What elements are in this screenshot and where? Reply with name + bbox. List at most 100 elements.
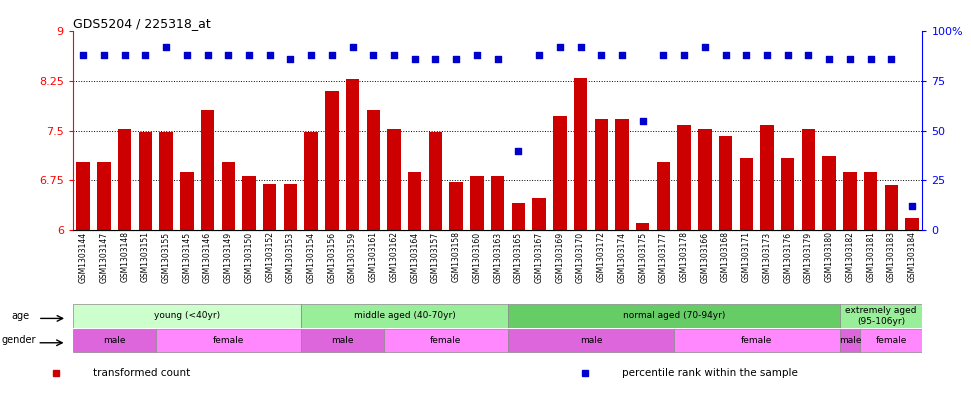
Point [842,56,857,62]
Text: GSM1303172: GSM1303172 [597,231,606,283]
Text: normal aged (70-94yr): normal aged (70-94yr) [622,312,725,320]
Bar [77,162,90,230]
Text: GSM1303171: GSM1303171 [742,231,751,283]
Text: male: male [103,336,125,345]
Point [677,52,692,59]
Bar [840,304,922,328]
Point [117,52,132,59]
Bar [864,172,878,230]
Text: GSM1303179: GSM1303179 [804,231,813,283]
Text: GSM1303184: GSM1303184 [908,231,917,283]
Point [241,52,256,59]
Text: GSM1303173: GSM1303173 [762,231,772,283]
Text: GSM1303150: GSM1303150 [245,231,253,283]
Bar [508,304,840,328]
Bar [284,184,297,230]
Bar [155,329,301,352]
Text: GSM1303154: GSM1303154 [307,231,316,283]
Point [863,56,879,62]
Point [386,52,402,59]
Text: GSM1303168: GSM1303168 [721,231,730,283]
Bar [470,176,484,230]
Point [407,56,422,62]
Text: female: female [430,336,461,345]
Text: male: male [331,336,353,345]
Bar [387,129,401,230]
Text: GSM1303158: GSM1303158 [452,231,460,283]
Text: GSM1303153: GSM1303153 [285,231,295,283]
Point [427,56,443,62]
Bar [301,304,508,328]
Bar [532,198,546,230]
Point [220,52,236,59]
Text: GSM1303152: GSM1303152 [265,231,274,283]
Bar [73,304,301,328]
Text: middle aged (40-70yr): middle aged (40-70yr) [353,312,455,320]
Text: GSM1303162: GSM1303162 [389,231,398,283]
Text: GSM1303157: GSM1303157 [431,231,440,283]
Bar [180,172,193,230]
Bar [408,172,421,230]
Text: GSM1303167: GSM1303167 [535,231,544,283]
Bar [905,218,919,230]
Point [615,52,630,59]
Bar [304,132,318,230]
Text: GSM1303148: GSM1303148 [120,231,129,283]
Text: GSM1303182: GSM1303182 [846,231,854,282]
Bar [429,132,442,230]
Text: GSM1303163: GSM1303163 [493,231,502,283]
Text: female: female [741,336,772,345]
Text: GSM1303161: GSM1303161 [369,231,378,283]
Text: GSM1303151: GSM1303151 [141,231,150,283]
Bar [860,329,922,352]
Bar [674,329,840,352]
Text: GSM1303146: GSM1303146 [203,231,212,283]
Bar [201,110,215,230]
Text: GSM1303160: GSM1303160 [473,231,482,283]
Text: male: male [839,336,861,345]
Bar [616,119,628,230]
Bar [491,176,504,230]
Point [345,44,360,50]
Text: GSM1303170: GSM1303170 [576,231,586,283]
Bar [73,329,155,352]
Text: GSM1303149: GSM1303149 [223,231,233,283]
Bar [885,185,898,230]
Text: GDS5204 / 225318_at: GDS5204 / 225318_at [73,17,211,30]
Point [697,44,713,50]
Bar [139,132,152,230]
Bar [740,158,753,230]
Bar [242,176,255,230]
Bar [719,136,732,230]
Text: gender: gender [2,335,37,345]
Text: extremely aged
(95-106yr): extremely aged (95-106yr) [845,306,917,326]
Bar [346,79,359,230]
Bar [221,162,235,230]
Point [780,52,795,59]
Point [489,56,505,62]
Bar [450,182,463,230]
Point [303,52,318,59]
Bar [367,110,380,230]
Text: male: male [580,336,602,345]
Point [158,44,174,50]
Point [179,52,194,59]
Bar [159,132,173,230]
Text: GSM1303180: GSM1303180 [824,231,834,283]
Bar [840,329,860,352]
Point [283,56,298,62]
Text: age: age [12,311,30,321]
Text: GSM1303145: GSM1303145 [183,231,191,283]
Text: young (<40yr): young (<40yr) [153,312,219,320]
Text: GSM1303181: GSM1303181 [866,231,875,282]
Bar [760,125,774,230]
Point [635,118,651,124]
Bar [636,223,650,230]
Text: GSM1303178: GSM1303178 [680,231,688,283]
Bar [301,329,384,352]
Text: GSM1303175: GSM1303175 [638,231,648,283]
Point [655,52,671,59]
Bar [843,172,856,230]
Text: GSM1303156: GSM1303156 [327,231,336,283]
Bar [553,116,566,230]
